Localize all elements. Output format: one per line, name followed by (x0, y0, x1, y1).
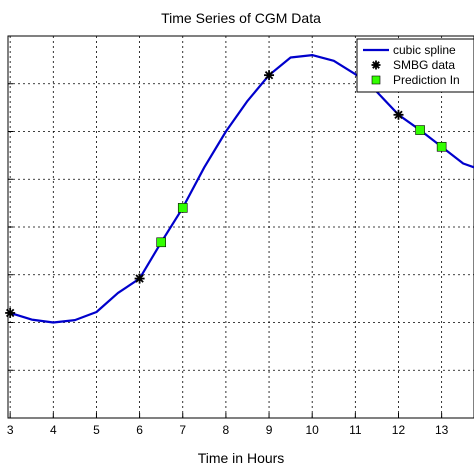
x-tick-label: 5 (93, 423, 100, 437)
x-axis-ticks: 3 4 5 6 7 8 9 10 11 12 13 (7, 35, 449, 437)
x-tick-label: 7 (179, 423, 186, 437)
smbg-data-point (264, 70, 275, 81)
x-tick-label: 13 (435, 423, 449, 437)
x-tick-label: 8 (223, 423, 230, 437)
smbg-data-point (5, 307, 16, 318)
x-axis-label: Time in Hours (198, 450, 285, 466)
legend-swatch-asterisk (371, 60, 381, 70)
marker-layer (5, 70, 447, 318)
legend-swatch-square (371, 75, 381, 85)
prediction-data-point (177, 203, 188, 213)
chart-title: Time Series of CGM Data (161, 10, 321, 26)
prediction-data-point (156, 237, 166, 248)
legend-label: Prediction In (393, 73, 460, 87)
x-tick-label: 10 (306, 423, 320, 437)
x-tick-label: 3 (7, 423, 14, 437)
plot-area (5, 35, 474, 419)
x-tick-label: 11 (349, 423, 362, 437)
plot-frame (7, 35, 474, 419)
smbg-data-point (393, 109, 404, 120)
x-tick-label: 4 (50, 423, 57, 437)
smbg-data-point (134, 273, 145, 284)
x-tick-label: 6 (136, 423, 143, 437)
x-tick-label: 9 (266, 423, 273, 437)
legend-label: SMBG data (393, 58, 455, 72)
x-tick-label: 12 (392, 423, 406, 437)
legend-label: cubic spline (393, 43, 456, 57)
prediction-data-point (436, 141, 447, 152)
prediction-data-point (415, 125, 425, 135)
